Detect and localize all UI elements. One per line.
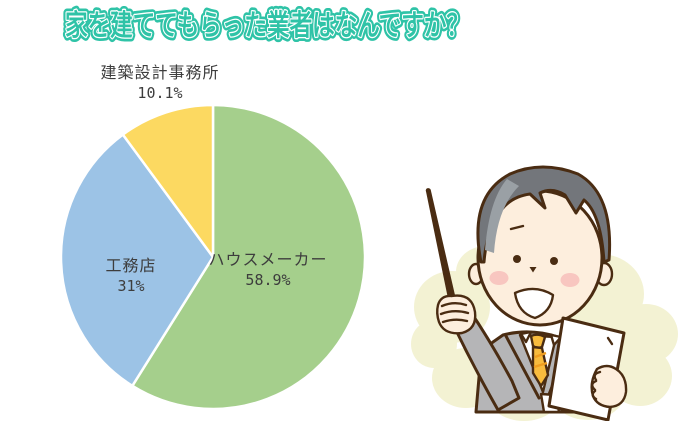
businessman-illustration [411,165,678,421]
pie-label-sekkeijimusho-pct: 10.1% [137,84,183,102]
page-title-text-outline: 家を建ててもらった業者はなんですか？ [65,8,469,42]
page-title-text: 家を建ててもらった業者はなんですか？ [65,8,469,42]
right-cheek [560,273,580,287]
paper-hand [590,364,628,409]
pointer-stick-icon [425,188,458,309]
pie-slice-0 [131,103,367,411]
pie-chart [59,103,367,411]
raised-arm [436,294,521,412]
pie-label-koumuten-name: 工務店 [105,256,157,275]
pie-label-sekkeijimusho: 建築設計事務所 10.1% [100,62,219,104]
pie-label-housemaker-name: ハウスメーカー [208,250,328,269]
pie-label-koumuten-pct: 31% [117,277,145,295]
pie-label-koumuten: 工務店 31% [105,255,156,297]
nose [529,267,537,273]
head [467,165,614,327]
pie-label-housemaker-pct: 58.9% [245,271,291,289]
page-title: 家を建ててもらった業者はなんですか？ 家を建ててもらった業者はなんですか？ [61,4,473,46]
pie-slice-1 [59,133,215,388]
necktie [529,333,550,388]
left-cheek [489,271,509,285]
right-eye [550,257,558,265]
eyebrow-mark [509,224,525,231]
pie-label-sekkeijimusho-name: 建築設計事務所 [100,63,220,82]
pie-slice-2 [121,103,215,259]
left-eye [513,255,521,263]
smiling-mouth [513,287,555,320]
pie-label-housemaker: ハウスメーカー 58.9% [208,249,327,291]
hair-highlight [485,179,519,253]
